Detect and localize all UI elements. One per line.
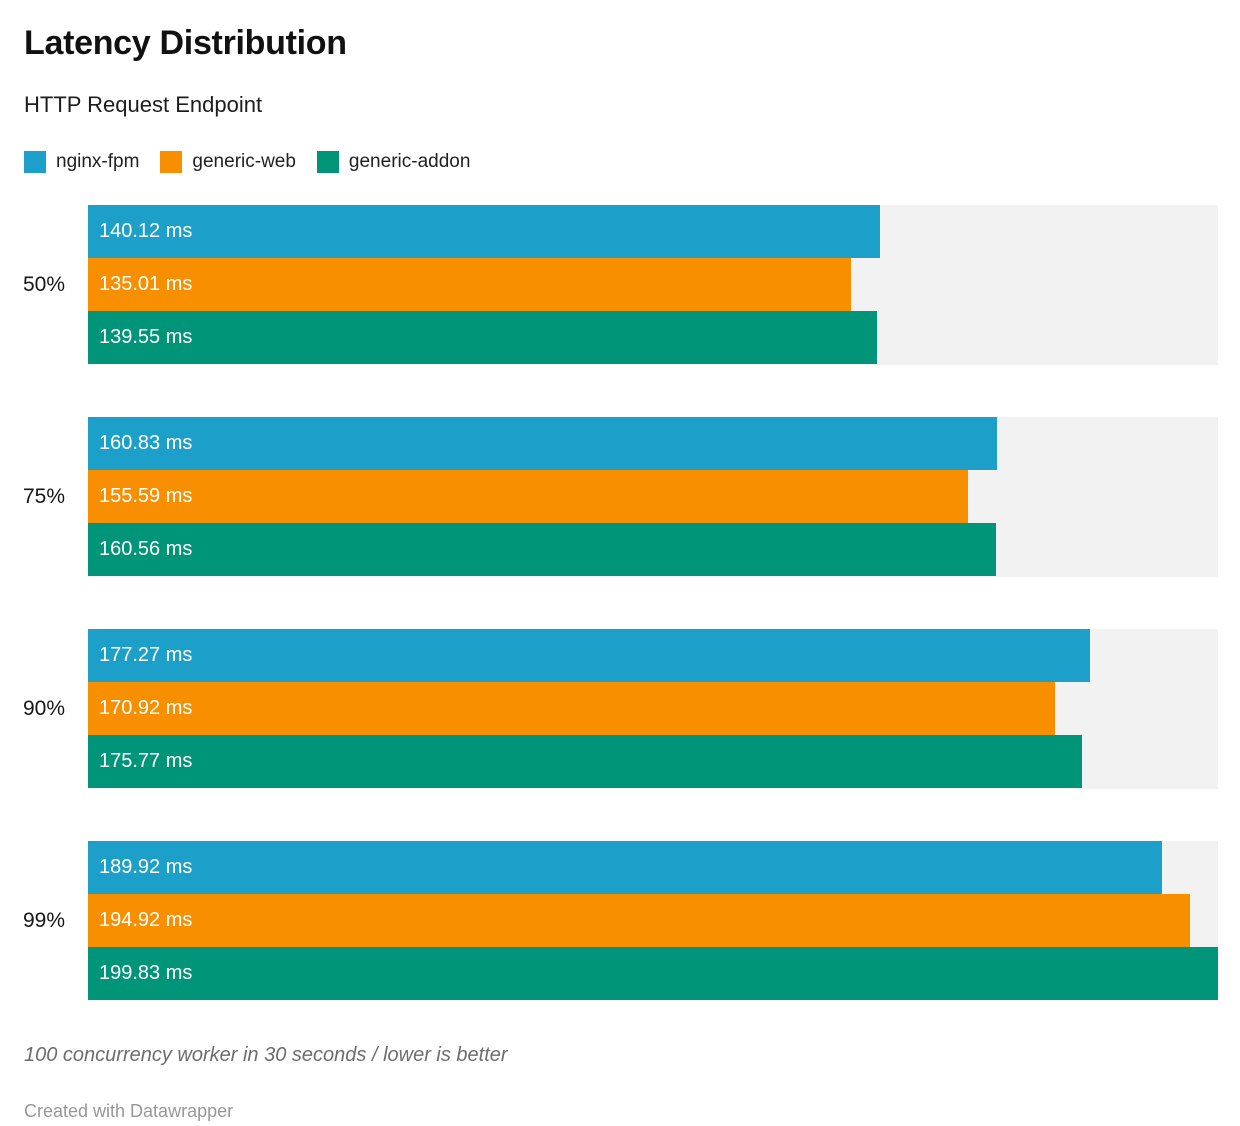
bar-track: 140.12 ms 135.01 ms 139.55 ms [88, 204, 1218, 365]
chart-subtitle: HTTP Request Endpoint [24, 91, 263, 117]
legend-item-generic-addon: generic-addon [316, 150, 471, 173]
page-title: Latency Distribution [24, 24, 347, 62]
legend-label: generic-web [192, 150, 296, 172]
bar-value-label: 194.92 ms [99, 908, 193, 931]
bar-row: 160.83 ms [88, 416, 1218, 470]
bar: 170.92 ms [88, 681, 1055, 736]
bar-track: 160.83 ms 155.59 ms 160.56 ms [88, 416, 1218, 577]
bar-track: 177.27 ms 170.92 ms 175.77 ms [88, 628, 1218, 789]
bar: 160.56 ms [88, 523, 996, 577]
bar-row: 135.01 ms [88, 257, 1218, 312]
bar: 140.12 ms [88, 204, 881, 258]
bar: 155.59 ms [88, 469, 968, 524]
bar-row: 160.56 ms [88, 523, 1218, 577]
bar-group: 75% 160.83 ms 155.59 ms 160.56 ms [22, 416, 1218, 577]
bar-row: 175.77 ms [88, 735, 1218, 789]
legend-item-nginx-fpm: nginx-fpm [24, 150, 140, 173]
bar-value-label: 199.83 ms [99, 962, 193, 985]
bar: 135.01 ms [88, 257, 852, 312]
bar-group: 90% 177.27 ms 170.92 ms 175.77 ms [22, 628, 1218, 789]
bar-value-label: 170.92 ms [99, 696, 193, 719]
bar-track: 189.92 ms 194.92 ms 199.83 ms [88, 840, 1218, 1001]
bar-value-label: 135.01 ms [99, 272, 193, 295]
bar-value-label: 155.59 ms [99, 484, 193, 507]
bar-value-label: 177.27 ms [99, 643, 193, 666]
category-label: 99% [22, 908, 65, 932]
bar-chart: 50% 140.12 ms 135.01 ms 139.55 ms 75% 160.83 … [22, 204, 1218, 1001]
legend-swatch [24, 150, 46, 173]
bar-row: 155.59 ms [88, 469, 1218, 524]
bar-group: 50% 140.12 ms 135.01 ms 139.55 ms [22, 204, 1218, 365]
bar-value-label: 175.77 ms [99, 750, 193, 773]
bar-row: 139.55 ms [88, 311, 1218, 365]
legend-swatch [316, 150, 339, 173]
bar-value-label: 160.56 ms [99, 538, 193, 561]
bar-row: 194.92 ms [88, 893, 1218, 948]
bar-row: 177.27 ms [88, 628, 1218, 682]
datawrapper-credit-link[interactable]: Created with Datawrapper [24, 1100, 234, 1121]
chart-note: 100 concurrency worker in 30 seconds / l… [24, 1043, 508, 1066]
bar-value-label: 139.55 ms [99, 326, 193, 349]
bar-group: 99% 189.92 ms 194.92 ms 199.83 ms [22, 840, 1218, 1001]
legend-swatch [160, 150, 183, 173]
legend-label: nginx-fpm [56, 150, 140, 172]
bar: 160.83 ms [88, 416, 998, 470]
bar: 175.77 ms [88, 735, 1082, 789]
bar-row: 140.12 ms [88, 204, 1218, 258]
legend-label: generic-addon [348, 150, 471, 172]
bar: 199.83 ms [88, 947, 1218, 1001]
bar: 189.92 ms [88, 840, 1162, 894]
legend-item-generic-web: generic-web [160, 150, 296, 173]
bar-value-label: 189.92 ms [99, 855, 193, 878]
bar-value-label: 160.83 ms [99, 431, 193, 454]
category-label: 75% [22, 484, 65, 508]
bar: 139.55 ms [88, 311, 878, 365]
bar-row: 199.83 ms [88, 947, 1218, 1001]
category-label: 50% [22, 272, 65, 296]
legend: nginx-fpm generic-web generic-addon [24, 150, 1218, 173]
bar: 194.92 ms [88, 893, 1191, 948]
bar-row: 189.92 ms [88, 840, 1218, 894]
category-label: 90% [22, 696, 65, 720]
bar-row: 170.92 ms [88, 681, 1218, 736]
bar: 177.27 ms [88, 628, 1091, 682]
bar-value-label: 140.12 ms [99, 219, 193, 242]
